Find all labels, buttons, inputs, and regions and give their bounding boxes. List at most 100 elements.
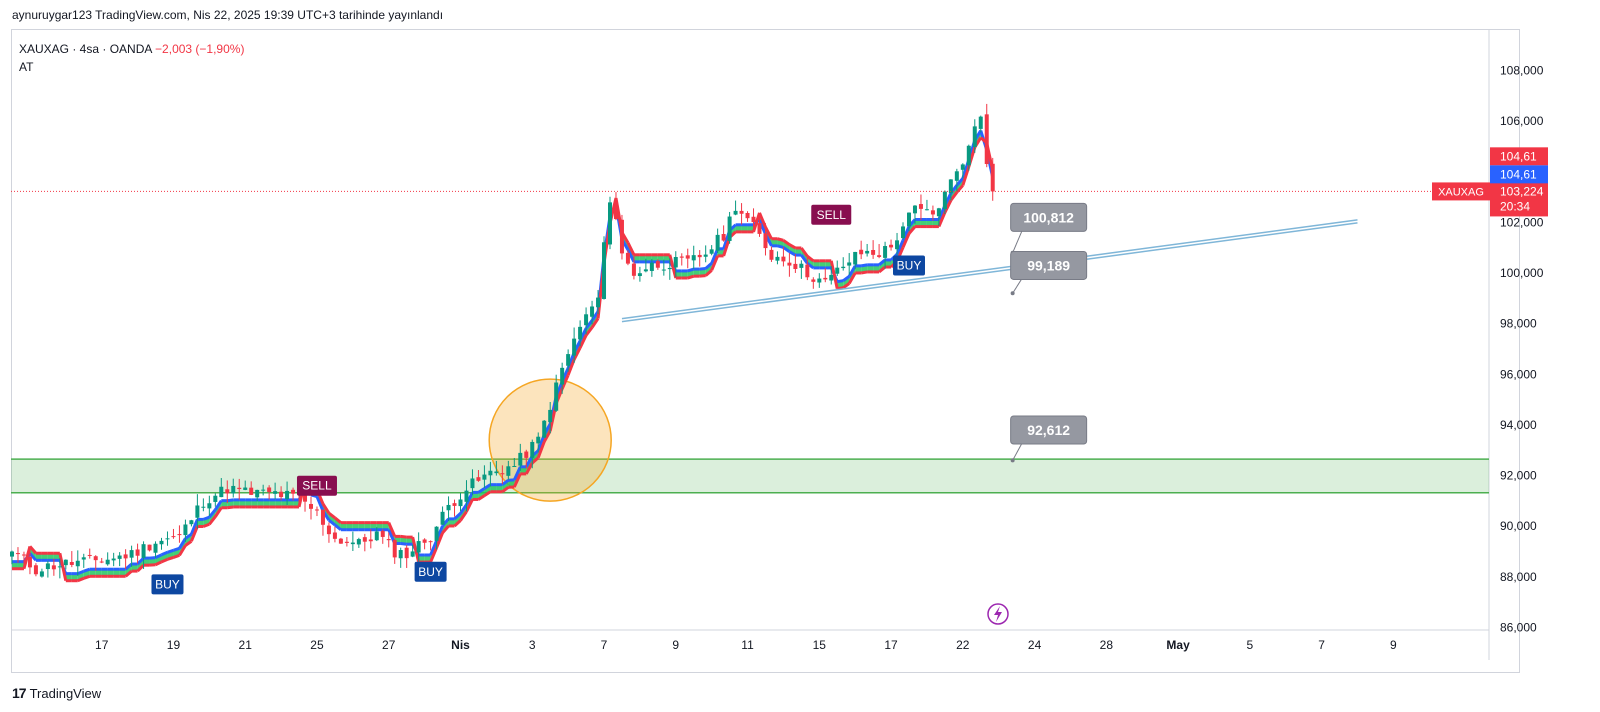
candle-body[interactable] xyxy=(590,306,595,317)
candle-body[interactable] xyxy=(596,297,601,308)
candle-body[interactable] xyxy=(141,544,146,558)
candle-body[interactable] xyxy=(912,205,917,214)
candle-body[interactable] xyxy=(99,561,104,563)
candle-body[interactable] xyxy=(536,436,541,444)
candle-body[interactable] xyxy=(625,252,630,264)
candle-body[interactable] xyxy=(721,234,726,241)
candle-body[interactable] xyxy=(165,538,170,540)
candle-body[interactable] xyxy=(63,559,68,566)
candle-body[interactable] xyxy=(57,566,62,568)
candle-body[interactable] xyxy=(500,473,505,475)
candle-body[interactable] xyxy=(171,536,176,538)
candle-body[interactable] xyxy=(643,269,648,272)
symbol-label[interactable]: XAUXAG · 4sa · OANDA xyxy=(19,42,152,56)
candle-body[interactable] xyxy=(572,338,577,356)
candle-body[interactable] xyxy=(356,539,361,545)
candle-body[interactable] xyxy=(39,571,44,577)
candle-body[interactable] xyxy=(883,246,888,258)
candle-body[interactable] xyxy=(709,249,714,254)
candle-body[interactable] xyxy=(990,163,995,192)
candle-body[interactable] xyxy=(871,249,876,255)
trend-line[interactable] xyxy=(621,219,1358,320)
candle-body[interactable] xyxy=(458,499,463,507)
candle-body[interactable] xyxy=(410,551,415,557)
candle-body[interactable] xyxy=(320,509,325,525)
candle-body[interactable] xyxy=(398,550,403,559)
candle-body[interactable] xyxy=(314,509,319,511)
candle-body[interactable] xyxy=(93,556,98,561)
candle-body[interactable] xyxy=(81,557,86,560)
candle-body[interactable] xyxy=(524,451,529,458)
candle-body[interactable] xyxy=(679,256,684,258)
candle-body[interactable] xyxy=(847,262,852,266)
candle-body[interactable] xyxy=(291,489,296,494)
candle-body[interactable] xyxy=(823,277,828,280)
candle-body[interactable] xyxy=(512,465,517,467)
candle-body[interactable] xyxy=(631,263,636,276)
candle-body[interactable] xyxy=(530,441,535,458)
candle-body[interactable] xyxy=(117,555,122,559)
candle-body[interactable] xyxy=(895,240,900,250)
candle-body[interactable] xyxy=(936,208,941,217)
candle-body[interactable] xyxy=(715,234,720,251)
candle-body[interactable] xyxy=(368,539,373,542)
candle-body[interactable] xyxy=(434,526,439,541)
candle-body[interactable] xyxy=(775,256,780,261)
candle-body[interactable] xyxy=(984,114,989,165)
candle-body[interactable] xyxy=(261,489,266,491)
candle-body[interactable] xyxy=(751,216,756,223)
candle-body[interactable] xyxy=(942,191,947,210)
candle-body[interactable] xyxy=(966,145,971,166)
candle-body[interactable] xyxy=(135,549,140,556)
candle-body[interactable] xyxy=(488,470,493,476)
candle-body[interactable] xyxy=(649,262,654,271)
candle-body[interactable] xyxy=(273,491,278,494)
callout-box[interactable] xyxy=(1010,202,1088,232)
candle-body[interactable] xyxy=(841,266,846,269)
candle-body[interactable] xyxy=(464,490,469,502)
candle-body[interactable] xyxy=(667,267,672,270)
candle-body[interactable] xyxy=(506,466,511,476)
candle-body[interactable] xyxy=(673,256,678,268)
candle-body[interactable] xyxy=(685,255,690,259)
candle-body[interactable] xyxy=(267,487,272,492)
candle-body[interactable] xyxy=(859,249,864,255)
candle-body[interactable] xyxy=(21,554,26,556)
candle-body[interactable] xyxy=(865,250,870,254)
candle-body[interactable] xyxy=(655,261,660,268)
candle-body[interactable] xyxy=(380,530,385,537)
candle-body[interactable] xyxy=(661,269,666,271)
candle-body[interactable] xyxy=(584,314,589,326)
candle-body[interactable] xyxy=(231,485,236,494)
candle-body[interactable] xyxy=(930,210,935,215)
candle-body[interactable] xyxy=(69,561,74,565)
candle-body[interactable] xyxy=(811,279,816,282)
candle-body[interactable] xyxy=(918,204,923,209)
candle-body[interactable] xyxy=(422,539,427,543)
candle-body[interactable] xyxy=(332,532,337,539)
candle-body[interactable] xyxy=(344,541,349,543)
candle-body[interactable] xyxy=(703,254,708,257)
trend-line[interactable] xyxy=(621,222,1358,323)
candle-body[interactable] xyxy=(446,504,451,511)
candle-body[interactable] xyxy=(386,539,391,541)
candle-body[interactable] xyxy=(177,534,182,536)
candle-body[interactable] xyxy=(613,203,618,220)
candle-body[interactable] xyxy=(602,242,607,299)
candle-body[interactable] xyxy=(548,409,553,423)
candle-body[interactable] xyxy=(153,543,158,553)
candle-body[interactable] xyxy=(279,491,284,498)
candle-body[interactable] xyxy=(15,553,20,555)
candle-body[interactable] xyxy=(554,382,559,411)
candle-body[interactable] xyxy=(799,263,804,268)
candle-body[interactable] xyxy=(147,544,152,551)
candle-body[interactable] xyxy=(243,487,248,490)
candle-body[interactable] xyxy=(948,179,953,194)
candle-body[interactable] xyxy=(10,551,14,557)
candle-body[interactable] xyxy=(972,126,977,147)
candle-body[interactable] xyxy=(225,489,230,494)
candle-body[interactable] xyxy=(691,255,696,261)
candle-body[interactable] xyxy=(924,209,929,211)
candle-body[interactable] xyxy=(237,487,242,490)
